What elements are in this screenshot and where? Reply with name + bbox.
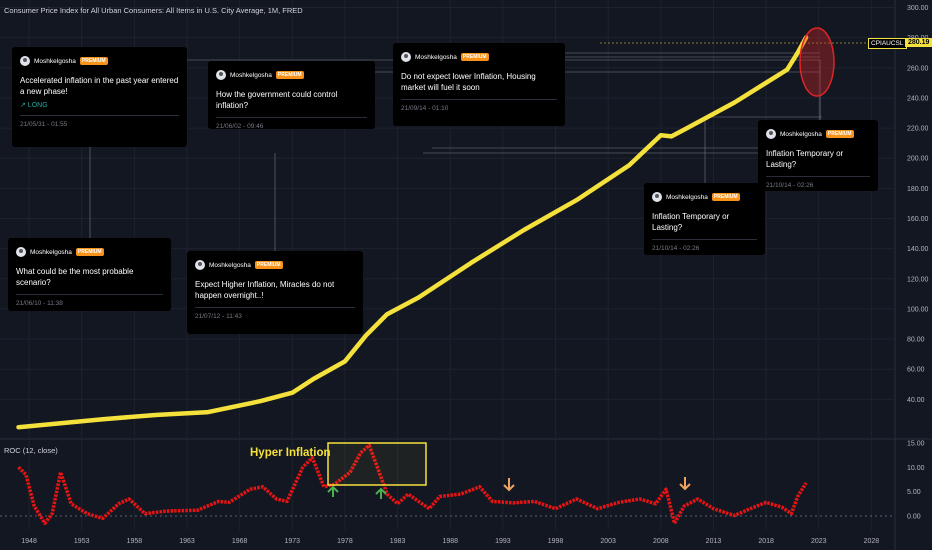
avatar — [20, 56, 30, 66]
idea-card[interactable]: Moshkelgosha PREMIUM Expect Higher Inflat… — [187, 251, 363, 334]
hyper-inflation-label: Hyper Inflation — [250, 447, 331, 459]
highlight-circle — [799, 27, 835, 97]
idea-author: Moshkelgosha — [209, 261, 251, 269]
idea-card[interactable]: Moshkelgosha PREMIUM Do not expect lower … — [393, 43, 565, 126]
up-arrow-icon — [327, 485, 339, 497]
idea-date: 21/05/31 - 01:55 — [20, 121, 68, 128]
x-tick-label: 1988 — [442, 538, 458, 545]
roc-tick-label: 0.00 — [907, 514, 921, 521]
x-tick-label: 1968 — [232, 538, 248, 545]
y-tick-label: 180.00 — [907, 186, 929, 193]
y-tick-label: 160.00 — [907, 216, 929, 223]
x-tick-label: 2028 — [864, 538, 880, 545]
x-tick-label: 1973 — [285, 538, 301, 545]
premium-badge: PREMIUM — [825, 130, 854, 138]
x-tick-label: 2003 — [600, 538, 616, 545]
avatar — [766, 129, 776, 139]
y-tick-label: 100.00 — [907, 306, 929, 313]
idea-card[interactable]: Moshkelgosha PREMIUM What could be the mo… — [8, 238, 171, 311]
x-tick-label: 1963 — [179, 538, 195, 545]
y-tick-label: 300.00 — [907, 5, 929, 12]
idea-date: 21/07/12 - 11:43 — [195, 313, 242, 320]
idea-date: 21/09/14 - 01:10 — [401, 105, 449, 112]
avatar — [401, 52, 411, 62]
idea-author: Moshkelgosha — [666, 193, 708, 201]
y-tick-label: 260.00 — [907, 65, 929, 72]
y-tick-label: 140.00 — [907, 246, 929, 253]
avatar — [195, 260, 205, 270]
y-tick-label: 200.00 — [907, 156, 929, 163]
idea-text: What could be the most probable scenario… — [16, 267, 134, 287]
time-axis: 1948 1953 1958 1963 1968 1973 1978 1983 1988 1993… — [21, 538, 879, 545]
x-tick-label: 1953 — [74, 538, 90, 545]
y-tick-label: 120.00 — [907, 276, 929, 283]
roc-indicator-title[interactable]: ROC (12, close) — [4, 446, 58, 455]
last-price-value: 280.19 — [905, 38, 932, 47]
y-tick-label: 60.00 — [907, 367, 925, 374]
avatar — [216, 70, 226, 80]
roc-tick-label: 10.00 — [907, 465, 925, 472]
y-tick-label: 40.00 — [907, 397, 925, 404]
roc-line — [17, 443, 808, 526]
premium-badge: PREMIUM — [711, 193, 740, 201]
idea-date: 21/10/14 - 02:26 — [766, 182, 814, 189]
x-tick-label: 2023 — [811, 538, 827, 545]
idea-card[interactable]: Moshkelgosha PREMIUM Accelerated inflatio… — [12, 47, 187, 147]
roc-axis: 0.00 5.00 10.00 15.00 — [907, 441, 925, 521]
down-arrow-icon — [503, 478, 515, 492]
premium-badge: PREMIUM — [460, 53, 489, 61]
idea-date: 21/06/10 - 11:38 — [16, 300, 63, 307]
x-tick-label: 1948 — [21, 538, 37, 545]
down-arrow-icon — [679, 477, 691, 491]
idea-text: Expect Higher Inflation, Miracles do not… — [195, 280, 335, 300]
idea-date: 21/10/14 - 02:26 — [652, 245, 700, 252]
annotation-overlays — [327, 27, 835, 499]
x-tick-label: 1958 — [127, 538, 143, 545]
idea-text: Accelerated inflation in the past year e… — [20, 76, 179, 96]
up-arrow-icon — [375, 487, 387, 499]
x-tick-label: 1978 — [337, 538, 353, 545]
x-tick-label: 2018 — [758, 538, 774, 545]
idea-card[interactable]: Moshkelgosha PREMIUM Inflation Temporary … — [758, 120, 878, 191]
hyper-inflation-box — [327, 442, 427, 486]
y-tick-label: 80.00 — [907, 337, 925, 344]
cpi-line — [16, 35, 809, 430]
symbol-label: CPIAUCSL — [868, 38, 907, 49]
chart-title: Consumer Price Index for All Urban Consu… — [4, 6, 303, 15]
x-tick-label: 1998 — [548, 538, 564, 545]
roc-tick-label: 5.00 — [907, 489, 921, 496]
last-price-tag: CPIAUCSL 280.19 — [868, 38, 932, 49]
avatar — [16, 247, 26, 257]
roc-tick-label: 15.00 — [907, 441, 925, 448]
idea-author: Moshkelgosha — [230, 71, 272, 79]
cpi-series — [16, 35, 809, 430]
idea-text: Inflation Temporary or Lasting? — [766, 149, 844, 169]
idea-author: Moshkelgosha — [34, 57, 76, 65]
idea-card[interactable]: Moshkelgosha PREMIUM Inflation Temporary … — [644, 183, 765, 255]
idea-author: Moshkelgosha — [780, 130, 822, 138]
idea-card[interactable]: Moshkelgosha PREMIUM How the government c… — [208, 61, 375, 130]
idea-text: How the government could control inflati… — [216, 90, 338, 110]
idea-author: Moshkelgosha — [30, 248, 72, 256]
premium-badge: PREMIUM — [75, 248, 104, 256]
roc-series — [17, 443, 808, 526]
y-tick-label: 240.00 — [907, 95, 929, 102]
price-axis: 40.00 60.00 80.00 100.00 120.00 140.00 160.00 1… — [907, 5, 929, 404]
idea-text: Do not expect lower Inflation, Housing m… — [401, 72, 536, 92]
idea-date: 21/06/02 - 09:46 — [216, 123, 264, 130]
premium-badge: PREMIUM — [254, 261, 283, 269]
avatar — [652, 192, 662, 202]
x-tick-label: 1993 — [495, 538, 511, 545]
premium-badge: PREMIUM — [275, 71, 304, 79]
idea-tag: ↗ LONG — [20, 102, 48, 109]
y-tick-label: 220.00 — [907, 126, 929, 133]
x-tick-label: 2008 — [653, 538, 669, 545]
x-tick-label: 1983 — [390, 538, 406, 545]
idea-text: Inflation Temporary or Lasting? — [652, 212, 730, 232]
premium-badge: PREMIUM — [79, 57, 108, 65]
x-tick-label: 2013 — [706, 538, 722, 545]
idea-author: Moshkelgosha — [415, 53, 457, 61]
